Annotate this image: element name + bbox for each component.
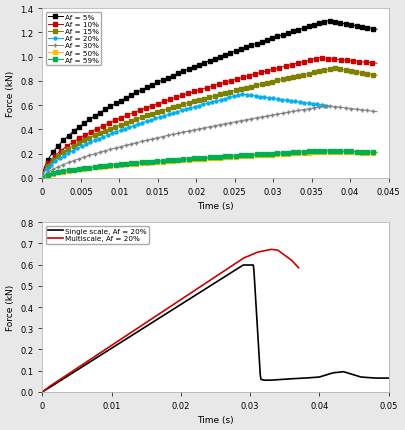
Af = 20% [67,150,72,156]
Af = 10% [69,141,74,146]
Af = 5% [374,28,379,33]
Line: Af = 20%: Af = 20% [41,93,328,180]
Y-axis label: Force (kN): Force (kN) [6,71,15,117]
Af = 20% [324,104,329,109]
Multiscale, Af = 20% [191,289,196,294]
Single scale, Af = 20% [40,390,45,395]
Af = 15% [51,157,56,163]
Af = 15% [332,66,337,71]
Line: Multiscale, Af = 20%: Multiscale, Af = 20% [42,250,298,392]
Single scale, Af = 20% [204,286,209,291]
Af = 50% [51,171,56,176]
Af = 50% [374,151,379,156]
Line: Af = 5%: Af = 5% [41,20,378,180]
Af = 5% [324,19,329,25]
Line: Af = 50%: Af = 50% [41,151,378,180]
Single scale, Af = 20% [324,372,328,378]
Af = 15% [326,68,331,73]
Af = 5% [40,176,45,181]
X-axis label: Time (s): Time (s) [197,202,233,211]
Af = 30% [327,104,332,109]
Af = 50% [372,151,377,156]
Af = 10% [374,61,379,67]
Line: Af = 15%: Af = 15% [41,68,378,180]
Af = 10% [40,176,45,181]
Af = 50% [327,150,332,155]
Single scale, Af = 20% [246,263,251,268]
Af = 50% [324,150,329,155]
Af = 50% [211,156,216,161]
Line: Single scale, Af = 20%: Single scale, Af = 20% [42,265,388,392]
Line: Af = 30%: Af = 30% [41,105,378,180]
Af = 50% [40,176,45,181]
Af = 30% [211,124,216,129]
Af = 50% [62,169,66,175]
Af = 20% [271,97,276,102]
Af = 20% [40,176,45,181]
Af = 20% [239,92,244,98]
Af = 15% [372,73,377,78]
Af = 15% [62,150,66,155]
Af = 59% [62,169,66,174]
X-axis label: Time (s): Time (s) [197,415,233,424]
Af = 20% [106,133,111,138]
Af = 5% [372,28,377,33]
Af = 10% [271,67,276,72]
Af = 5% [277,34,282,39]
Af = 30% [277,112,282,117]
Multiscale, Af = 20% [295,266,300,271]
Af = 30% [62,162,66,167]
Af = 10% [316,56,321,61]
Af = 15% [211,94,216,99]
Af = 30% [324,104,329,109]
Line: Af = 59%: Af = 59% [41,150,378,180]
Af = 15% [374,74,379,79]
Single scale, Af = 20% [385,376,390,381]
Af = 10% [261,70,266,75]
Af = 30% [374,110,379,115]
Af = 59% [51,171,56,176]
Multiscale, Af = 20% [40,390,45,395]
Multiscale, Af = 20% [196,285,201,290]
Af = 5% [62,138,66,143]
Af = 59% [40,176,45,181]
Single scale, Af = 20% [241,263,245,268]
Single scale, Af = 20% [227,271,232,276]
Multiscale, Af = 20% [41,389,46,394]
Af = 30% [372,110,377,115]
Af = 15% [40,176,45,181]
Af = 15% [277,78,282,83]
Af = 59% [372,150,377,156]
Af = 10% [216,83,221,88]
Af = 5% [51,149,56,154]
Af = 30% [51,167,56,172]
Af = 59% [324,148,329,154]
Y-axis label: Force (kN): Force (kN) [6,284,15,330]
Single scale, Af = 20% [377,376,382,381]
Af = 20% [238,93,243,98]
Af = 59% [374,150,379,156]
Legend: Af = 5%, Af = 10%, Af = 15%, Af = 20%, Af = 30%, Af = 50%, Af = 59%: Af = 5%, Af = 10%, Af = 15%, Af = 20%, A… [46,12,101,66]
Legend: Single scale, Af = 20%, Multiscale, Af = 20%: Single scale, Af = 20%, Multiscale, Af =… [46,226,148,244]
Af = 59% [211,155,216,160]
Multiscale, Af = 20% [268,247,273,252]
Af = 5% [211,57,216,62]
Af = 5% [327,20,332,25]
Af = 10% [48,159,53,164]
Af = 30% [40,176,45,181]
Multiscale, Af = 20% [192,288,197,293]
Line: Af = 10%: Af = 10% [41,57,378,180]
Af = 59% [277,151,282,156]
Multiscale, Af = 20% [255,250,260,255]
Af = 20% [185,107,190,112]
Af = 20% [97,136,102,141]
Af = 59% [327,149,332,154]
Multiscale, Af = 20% [273,248,277,253]
Af = 10% [177,95,181,100]
Af = 50% [277,152,282,157]
Single scale, Af = 20% [206,285,211,290]
